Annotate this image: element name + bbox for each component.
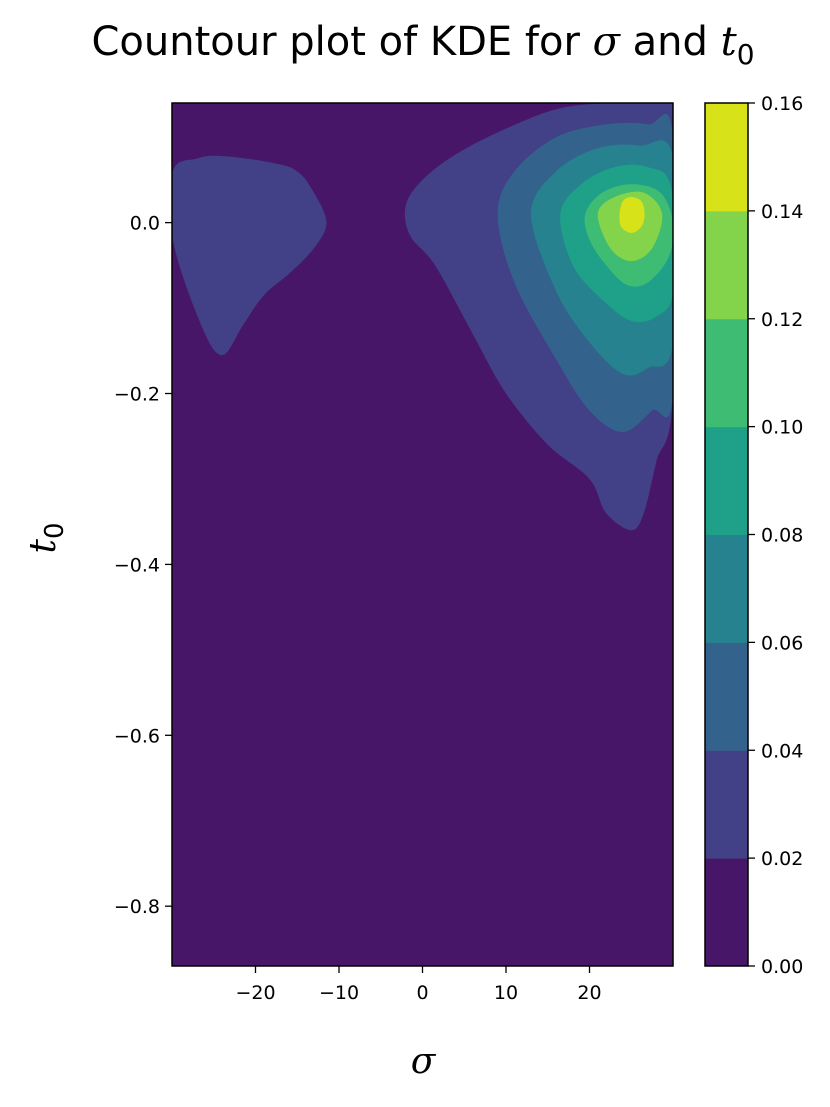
colorbar-band — [705, 426, 748, 535]
chart-title-middle: and — [620, 19, 721, 65]
chart-title-prefix: Countour plot of KDE for — [91, 19, 592, 65]
colorbar-tick-label: 0.02 — [761, 848, 803, 870]
y-tick-label: −0.2 — [114, 384, 160, 406]
y-axis-label-symbol: t — [23, 539, 64, 554]
colorbar-band — [705, 103, 748, 212]
colorbar-band — [705, 210, 748, 320]
x-tick-label: −20 — [235, 982, 275, 1004]
colorbar-band — [705, 858, 748, 967]
x-tick-label: 10 — [494, 982, 518, 1004]
chart-title-symbol-t: t — [721, 19, 738, 65]
colorbar-tick-label: 0.00 — [761, 956, 803, 978]
colorbar-band — [705, 318, 748, 428]
y-tick-label: −0.8 — [114, 896, 160, 918]
colorbar-tick-label: 0.06 — [761, 632, 803, 654]
y-tick-label: 0.0 — [130, 213, 160, 235]
y-tick-label: −0.6 — [114, 725, 160, 747]
plot-area — [171, 102, 674, 967]
colorbar-tick-label: 0.10 — [761, 417, 803, 439]
colorbar-tick-label: 0.08 — [761, 525, 803, 547]
colorbar-tick-label: 0.04 — [761, 740, 803, 762]
x-tick-label: −10 — [319, 982, 359, 1004]
colorbar-band — [705, 642, 748, 751]
colorbar-ticks: 0.00 0.02 0.04 0.06 0.08 0.10 0.12 0.14 0.16 — [748, 93, 803, 978]
colorbar-bands — [705, 103, 748, 967]
colorbar-band — [705, 750, 748, 859]
x-axis-ticks: −20 −10 0 10 20 — [235, 966, 602, 1004]
colorbar-tick-label: 0.16 — [761, 93, 803, 115]
y-axis-label-subscript: 0 — [40, 522, 70, 539]
chart-title-symbol-sigma: σ — [593, 19, 622, 65]
chart-title: Countour plot of KDE for σ and t0 — [91, 19, 754, 71]
contour-level-1-region-0 — [172, 155, 327, 356]
colorbar-tick-label: 0.14 — [761, 201, 803, 223]
contour-regions — [172, 103, 673, 531]
y-tick-label: −0.4 — [114, 554, 160, 576]
colorbar-tick-label: 0.12 — [761, 309, 803, 331]
x-tick-label: 0 — [416, 982, 428, 1004]
contour-level-7-region-7 — [619, 197, 645, 233]
colorbar: 0.00 0.02 0.04 0.06 0.08 0.10 0.12 0.14 0.16 — [704, 93, 803, 978]
y-axis-ticks: 0.0 −0.2 −0.4 −0.6 −0.8 — [114, 213, 172, 918]
x-tick-label: 20 — [577, 982, 601, 1004]
y-axis-label: t0 — [23, 522, 70, 553]
x-axis-label: σ — [411, 1041, 437, 1082]
chart-title-subscript: 0 — [737, 38, 755, 71]
colorbar-band — [705, 534, 748, 643]
